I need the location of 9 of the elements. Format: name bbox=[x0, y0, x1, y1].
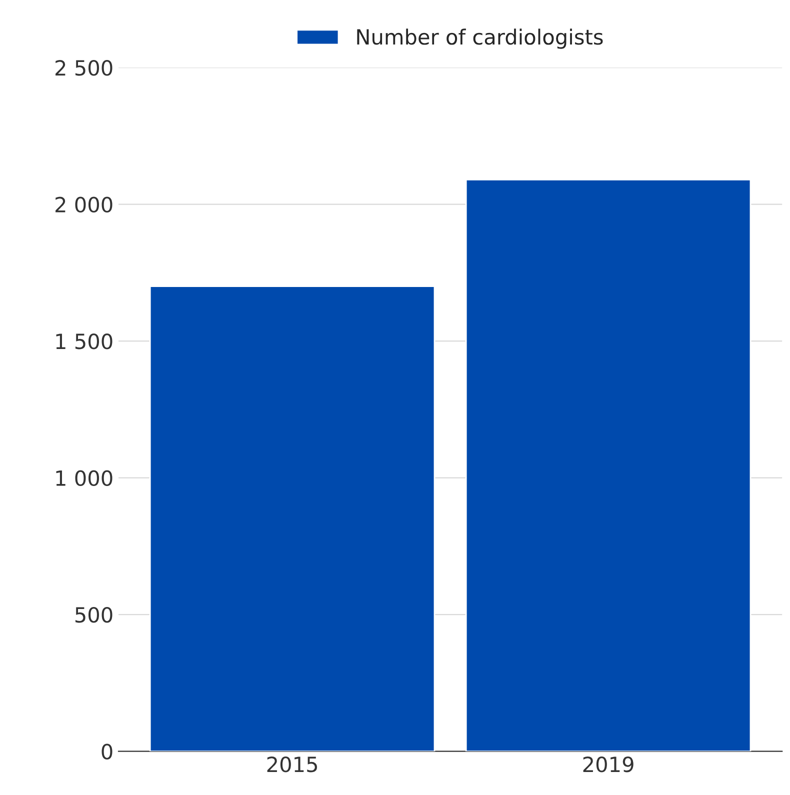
y-tick-label: 1 000 bbox=[56, 470, 112, 486]
y-tick-label: 2 000 bbox=[56, 196, 112, 213]
x-tick-label: 2019 bbox=[583, 756, 634, 772]
y-tick-label: 500 bbox=[75, 606, 112, 623]
y-tick-label: 1 500 bbox=[56, 334, 112, 350]
x-tick-label: 2015 bbox=[267, 756, 317, 772]
y-tick-label: 2 500 bbox=[56, 60, 112, 76]
y-tick-label: 0 bbox=[102, 744, 112, 760]
legend-label: Number of cardiologists bbox=[357, 28, 603, 49]
